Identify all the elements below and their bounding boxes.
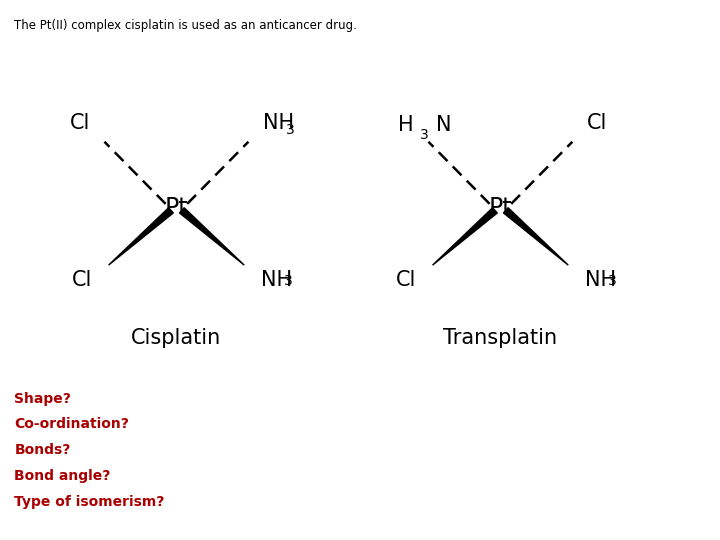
Text: 3: 3 — [286, 123, 294, 137]
Text: H: H — [398, 115, 414, 135]
Text: Pt: Pt — [489, 196, 512, 220]
Text: Cl: Cl — [395, 271, 416, 291]
Text: The Pt(II) complex cisplatin is used as an anticancer drug.: The Pt(II) complex cisplatin is used as … — [14, 19, 357, 32]
Text: NH: NH — [263, 113, 294, 133]
Text: 3: 3 — [284, 274, 292, 288]
Text: 3: 3 — [608, 274, 616, 288]
Text: NH: NH — [261, 271, 292, 291]
Text: Co-ordination?: Co-ordination? — [14, 417, 130, 431]
Text: Bond angle?: Bond angle? — [14, 469, 111, 483]
Polygon shape — [503, 208, 568, 265]
Text: NH: NH — [585, 271, 616, 291]
Text: Bonds?: Bonds? — [14, 443, 71, 457]
Text: Cl: Cl — [71, 271, 92, 291]
Text: Cl: Cl — [587, 113, 607, 133]
Text: Pt: Pt — [165, 196, 188, 220]
Text: Transplatin: Transplatin — [444, 327, 557, 348]
Polygon shape — [109, 208, 174, 265]
Text: N: N — [436, 115, 451, 135]
Text: Cl: Cl — [70, 113, 90, 133]
Text: Type of isomerism?: Type of isomerism? — [14, 495, 165, 509]
Text: 3: 3 — [420, 128, 428, 142]
Polygon shape — [179, 208, 244, 265]
Text: Cisplatin: Cisplatin — [131, 327, 222, 348]
Polygon shape — [433, 208, 498, 265]
Text: Shape?: Shape? — [14, 392, 71, 406]
